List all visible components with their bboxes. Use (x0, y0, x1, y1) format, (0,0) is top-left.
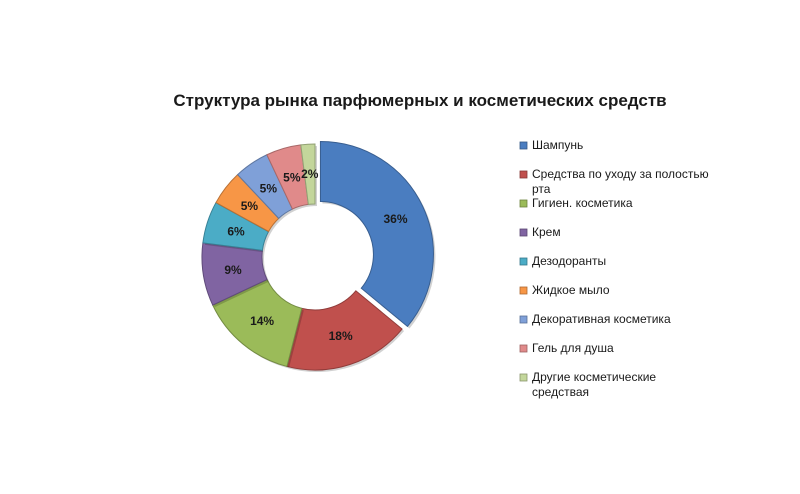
slice-label-9: 2% (301, 167, 319, 181)
legend-item-5: Дезодоранты (519, 254, 606, 268)
slice-label-8: 5% (283, 170, 301, 184)
legend-swatch (519, 199, 528, 208)
slice-labels: 36%18%14%9%6%5%5%5% 2% (224, 167, 408, 343)
legend-label: Гигиен. косметика (532, 196, 633, 210)
legend-swatch (519, 373, 528, 382)
legend-label: Декоративная косметика (532, 312, 671, 326)
slice-label-4: 9% (224, 263, 242, 277)
legend-swatch (519, 286, 528, 295)
slice-label-1: 36% (384, 212, 408, 226)
legend-swatch (519, 257, 528, 266)
chart-title: Структура рынка парфюмерных и косметичес… (173, 91, 666, 110)
legend-label: Средства по уходу за полостью рта (532, 167, 709, 196)
legend-label: Шампунь (532, 138, 583, 152)
slice-label-7: 5% (260, 181, 278, 195)
legend-label: Крем (532, 225, 561, 239)
legend-swatch (519, 141, 528, 150)
legend-swatch (519, 344, 528, 353)
slice-1 (319, 140, 434, 328)
slice-label-2: 18% (329, 329, 353, 343)
donut-slices (201, 140, 436, 372)
legend-label: Другие косметические средствая (532, 370, 656, 399)
legend-item-2: Средства по уходу за полостью рта (519, 167, 709, 196)
slice-label-6: 5% (241, 199, 259, 213)
slice-label-3: 14% (250, 314, 274, 328)
legend-item-1: Шампунь (519, 138, 583, 152)
legend-swatch (519, 228, 528, 237)
legend-item-8: Гель для душа (519, 341, 614, 355)
legend-item-6: Жидкое мыло (519, 283, 610, 297)
legend-swatch (519, 170, 528, 179)
legend-item-3: Гигиен. косметика (519, 196, 633, 210)
legend-label: Дезодоранты (532, 254, 606, 268)
legend-swatch (519, 315, 528, 324)
legend-item-7: Декоративная косметика (519, 312, 671, 326)
legend-label: Гель для душа (532, 341, 614, 355)
legend-item-9: Другие косметические средствая (519, 370, 656, 399)
slice-2 (286, 290, 403, 371)
legend-label: Жидкое мыло (532, 283, 610, 297)
legend-item-4: Крем (519, 225, 561, 239)
slice-label-5: 6% (227, 224, 245, 238)
slice-9 (300, 143, 316, 205)
